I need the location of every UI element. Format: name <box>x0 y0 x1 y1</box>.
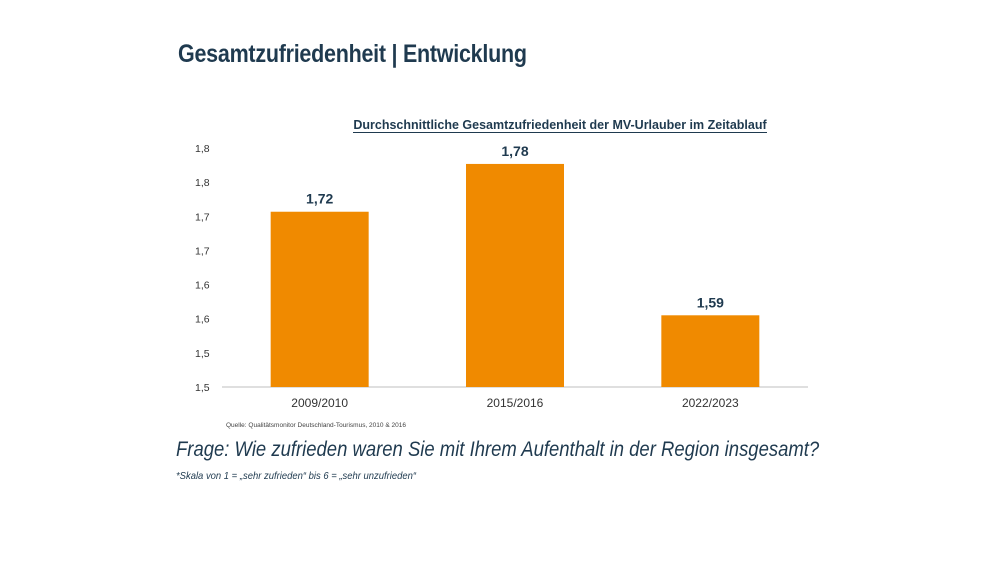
bar <box>270 211 369 387</box>
y-tick-label: 1,6 <box>195 314 210 326</box>
bar <box>661 315 760 387</box>
x-tick-label: 2015/2016 <box>487 396 544 410</box>
chart-title-text: Durchschnittliche Gesamtzufriedenheit de… <box>353 118 767 133</box>
data-label: 1,59 <box>697 294 724 310</box>
x-tick-label: 2022/2023 <box>682 396 739 410</box>
scale-footnote: *Skala von 1 = „sehr zufrieden“ bis 6 = … <box>176 470 417 482</box>
page-title: Gesamtzufriedenheit | Entwicklung <box>178 40 527 68</box>
data-label: 1,78 <box>501 143 528 159</box>
y-tick-label: 1,7 <box>195 245 210 257</box>
x-tick-label: 2009/2010 <box>291 396 348 410</box>
bar <box>466 163 564 387</box>
chart-title: Durchschnittliche Gesamtzufriedenheit de… <box>160 118 960 133</box>
y-tick-label: 1,5 <box>195 348 210 360</box>
y-tick-label: 1,8 <box>195 143 210 155</box>
y-tick-label: 1,8 <box>195 177 210 189</box>
y-tick-label: 1,5 <box>195 382 210 394</box>
y-tick-label: 1,6 <box>195 280 210 292</box>
y-tick-label: 1,7 <box>195 211 210 223</box>
source-note: Quelle: Qualitätsmonitor Deutschland-Tou… <box>226 422 406 429</box>
survey-question: Frage: Wie zufrieden waren Sie mit Ihrem… <box>176 438 820 461</box>
data-label: 1,72 <box>306 191 333 207</box>
